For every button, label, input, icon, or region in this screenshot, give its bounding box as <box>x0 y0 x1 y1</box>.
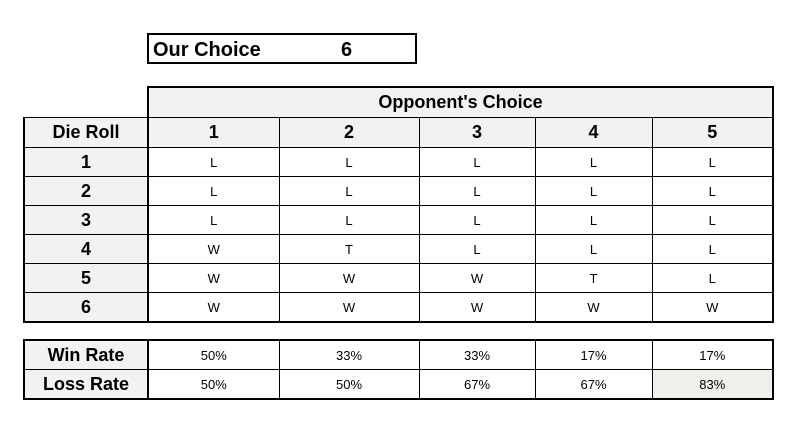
result-cell: L <box>418 147 536 177</box>
result-cell: W <box>278 263 420 293</box>
win-rate-label: Win Rate <box>23 339 149 370</box>
table-row: 4 W T L L L <box>23 234 775 264</box>
result-cell: L <box>651 176 775 206</box>
result-cell: L <box>651 205 775 235</box>
result-cell: L <box>278 147 420 177</box>
result-cell: W <box>147 234 280 264</box>
result-cell: L <box>651 234 775 264</box>
column-header: 3 <box>418 117 536 148</box>
result-cell: L <box>278 205 420 235</box>
result-cell: L <box>651 263 775 293</box>
result-cell: W <box>147 292 280 323</box>
loss-rate-cell: 50% <box>147 369 280 400</box>
loss-rate-cell: 67% <box>534 369 653 400</box>
table-row: 5 W W W T L <box>23 263 775 293</box>
die-roll-value: 4 <box>23 234 149 264</box>
result-cell: T <box>278 234 420 264</box>
our-choice-label: Our Choice <box>153 39 261 61</box>
result-cell: W <box>534 292 653 323</box>
rate-table: Win Rate 50% 33% 33% 17% 17% Loss Rate 5… <box>23 339 774 400</box>
result-cell: L <box>534 205 653 235</box>
result-cell: L <box>418 205 536 235</box>
column-header: 2 <box>278 117 420 148</box>
die-roll-header: Die Roll <box>23 117 149 148</box>
our-choice-value: 6 <box>341 39 353 61</box>
result-cell: W <box>278 292 420 323</box>
result-cell: L <box>147 205 280 235</box>
table-row: 6 W W W W W <box>23 292 775 323</box>
result-cell: W <box>651 292 775 323</box>
result-cell: W <box>147 263 280 293</box>
loss-rate-row: Loss Rate 50% 50% 67% 67% 83% <box>23 369 774 400</box>
result-cell: L <box>651 147 775 177</box>
result-cell: L <box>147 176 280 206</box>
result-cell: L <box>278 176 420 206</box>
our-choice-box: Our Choice 6 <box>147 33 417 64</box>
win-rate-cell: 17% <box>534 339 653 370</box>
result-cell: T <box>534 263 653 293</box>
win-rate-cell: 33% <box>418 339 536 370</box>
win-rate-cell: 17% <box>651 339 774 370</box>
die-roll-value: 6 <box>23 292 149 323</box>
result-cell: L <box>418 234 536 264</box>
table-row: 1 L L L L L <box>23 147 775 177</box>
loss-rate-label: Loss Rate <box>23 369 149 400</box>
result-cell: L <box>418 176 536 206</box>
result-cell: L <box>534 234 653 264</box>
result-cell: W <box>418 263 536 293</box>
die-roll-value: 3 <box>23 205 149 235</box>
result-cell: L <box>147 147 280 177</box>
opponent-choice-header: Opponent's Choice <box>146 86 775 118</box>
win-rate-row: Win Rate 50% 33% 33% 17% 17% <box>23 339 774 370</box>
result-cell: L <box>534 176 653 206</box>
column-header: 4 <box>534 117 653 148</box>
outcome-table: Opponent's Choice Die Roll 1 2 3 4 5 1 L… <box>23 86 775 323</box>
result-cell: W <box>418 292 536 323</box>
loss-rate-cell: 50% <box>278 369 420 400</box>
die-roll-value: 2 <box>23 176 149 206</box>
table-row: 3 L L L L L <box>23 205 775 235</box>
die-roll-value: 1 <box>23 147 149 177</box>
column-header: 5 <box>651 117 775 148</box>
win-rate-cell: 33% <box>278 339 420 370</box>
loss-rate-cell: 67% <box>418 369 536 400</box>
loss-rate-cell-highlighted: 83% <box>651 369 774 400</box>
table-row: 2 L L L L L <box>23 176 775 206</box>
die-roll-value: 5 <box>23 263 149 293</box>
column-header: 1 <box>147 117 280 148</box>
result-cell: L <box>534 147 653 177</box>
win-rate-cell: 50% <box>147 339 280 370</box>
blank-corner <box>24 87 148 118</box>
